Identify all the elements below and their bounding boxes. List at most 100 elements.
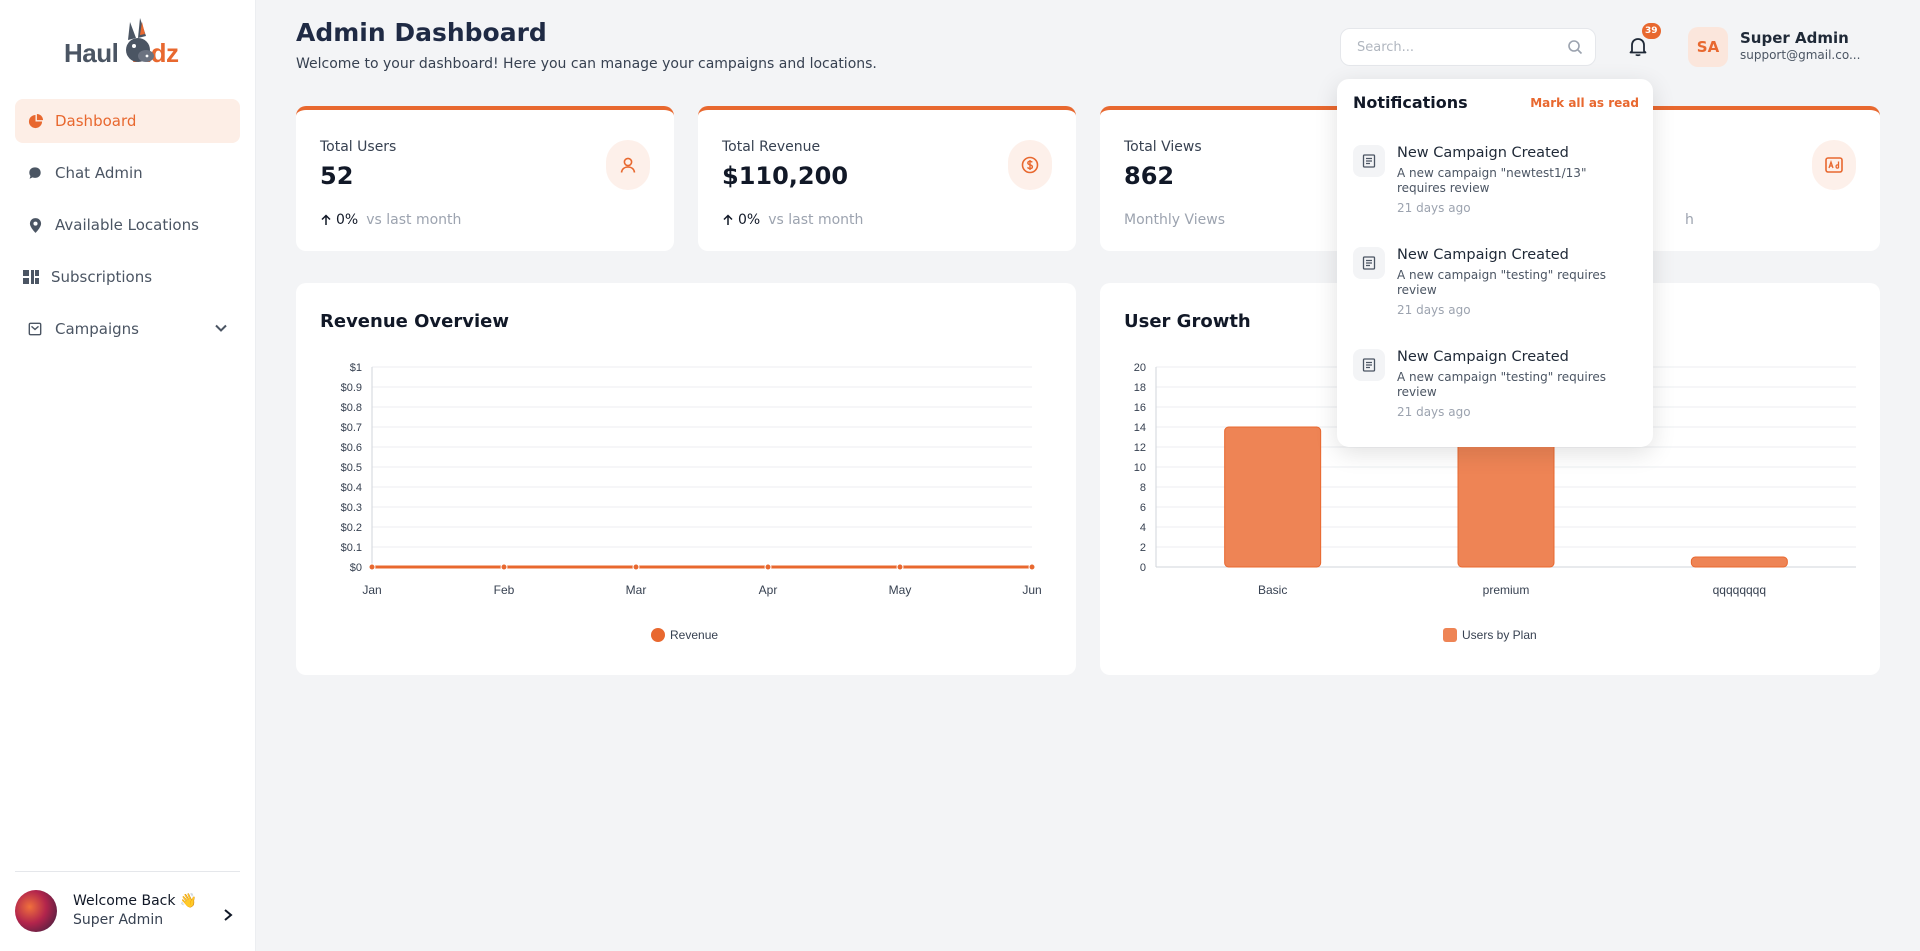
x-tick-label: Apr	[759, 583, 778, 597]
data-point	[500, 563, 508, 571]
stat-card-total-revenue: Total Revenue $110,200 0% vs last month	[698, 106, 1076, 251]
notification-item[interactable]: New Campaign Created A new campaign "tes…	[1353, 349, 1643, 445]
user-email: support@gmail.co...	[1740, 48, 1860, 62]
y-tick-label: 20	[1134, 362, 1146, 374]
data-point	[368, 563, 376, 571]
document-icon	[1353, 247, 1385, 279]
sidebar-item-campaigns[interactable]: Campaigns	[15, 307, 240, 351]
x-tick-label: Feb	[494, 583, 515, 597]
user-name: Super Admin	[1740, 29, 1849, 47]
notification-time: 21 days ago	[1397, 405, 1471, 419]
sidebar-user-footer[interactable]: Welcome Back 👋 Super Admin	[15, 871, 240, 932]
data-point	[1028, 563, 1036, 571]
user-growth-bar-chart: 0 2 4 6 8 10 12 14 16 18 20 Basic premium qqqqqqqq Use…	[1134, 362, 1856, 642]
notification-time: 21 days ago	[1397, 303, 1471, 317]
logo-text-haul: Haul	[64, 38, 119, 68]
page-title: Admin Dashboard	[296, 18, 547, 47]
y-tick-label: 18	[1134, 382, 1146, 394]
page-subtitle: Welcome to your dashboard! Here you can …	[296, 56, 877, 72]
revenue-line-chart: $0 $0.1 $0.2 $0.3 $0.4 $0.5 $0.6 $0.7 $0.8 $0.9 $1…	[341, 362, 1042, 642]
y-tick-label: $0	[350, 562, 362, 574]
y-tick-label: $0.4	[341, 482, 362, 494]
search-icon[interactable]	[1567, 39, 1583, 55]
x-tick-label: Mar	[626, 583, 647, 597]
notification-desc: A new campaign "newtest1/13" requires re…	[1397, 166, 1587, 195]
x-tick-label: Basic	[1258, 583, 1287, 597]
y-tick-label: 10	[1134, 462, 1146, 474]
data-point	[632, 563, 640, 571]
logo[interactable]: Haul Adz	[64, 16, 194, 72]
legend-swatch	[651, 628, 665, 642]
y-tick-label: $0.5	[341, 462, 362, 474]
stat-trend-note: vs last month	[768, 212, 864, 228]
legend-label: Revenue	[670, 628, 718, 642]
sidebar-item-subscriptions[interactable]: Subscriptions	[15, 255, 240, 299]
stat-trend: 0% vs last month	[320, 212, 461, 228]
data-point	[896, 563, 904, 571]
grid-icon	[23, 269, 39, 285]
map-pin-icon	[27, 217, 43, 233]
legend-swatch	[1443, 628, 1457, 642]
chevron-right-icon[interactable]	[222, 908, 234, 922]
y-tick-label: 8	[1140, 482, 1146, 494]
y-tick-label: $0.9	[341, 382, 362, 394]
y-tick-label: 12	[1134, 442, 1146, 454]
stat-value: 862	[1124, 162, 1175, 190]
y-tick-label: $0.8	[341, 402, 362, 414]
bell-icon[interactable]	[1626, 34, 1650, 58]
dollar-icon	[1021, 156, 1039, 174]
chevron-down-icon[interactable]	[214, 321, 228, 335]
notification-item[interactable]: New Campaign Created A new campaign "tes…	[1353, 247, 1643, 343]
notifications-dropdown: Notifications Mark all as read New Campa…	[1337, 79, 1653, 447]
notification-item[interactable]: New Campaign Created A new campaign "new…	[1353, 145, 1643, 241]
chat-icon	[27, 165, 43, 181]
mark-all-read-link[interactable]: Mark all as read	[1530, 95, 1639, 110]
stat-label: Total Views	[1124, 139, 1202, 155]
notifications-title: Notifications	[1353, 93, 1468, 112]
document-icon	[1353, 145, 1385, 177]
y-tick-label: 14	[1134, 422, 1146, 434]
user-avatar[interactable]: SA	[1688, 27, 1728, 67]
stat-trend: 0% vs last month	[722, 212, 863, 228]
sidebar-item-dashboard[interactable]: Dashboard	[15, 99, 240, 143]
welcome-block: Welcome Back 👋 Super Admin	[73, 892, 197, 930]
stat-icon-wrap	[1812, 140, 1856, 190]
y-tick-label: $0.1	[341, 542, 362, 554]
stat-icon-wrap	[606, 140, 650, 190]
chart-title: Revenue Overview	[320, 311, 509, 332]
stat-card-total-users: Total Users 52 0% vs last month	[296, 106, 674, 251]
y-tick-label: 6	[1140, 502, 1146, 514]
search-input[interactable]	[1341, 29, 1551, 65]
x-tick-label: qqqqqqqq	[1713, 583, 1766, 597]
notification-title: New Campaign Created	[1397, 247, 1569, 263]
sidebar-nav: Dashboard Chat Admin Available Locations…	[15, 99, 240, 359]
y-tick-label: 16	[1134, 402, 1146, 414]
sidebar-item-label: Dashboard	[55, 112, 137, 130]
y-tick-label: 0	[1140, 562, 1146, 574]
stat-icon-wrap	[1008, 140, 1052, 190]
x-tick-label: Jun	[1022, 583, 1041, 597]
welcome-greeting: Welcome Back 👋	[73, 893, 198, 909]
notification-time: 21 days ago	[1397, 201, 1471, 215]
document-icon	[1353, 349, 1385, 381]
sidebar-item-available-locations[interactable]: Available Locations	[15, 203, 240, 247]
notification-title: New Campaign Created	[1397, 349, 1569, 365]
notification-desc: A new campaign "testing" requires review	[1397, 370, 1606, 399]
sidebar-item-chat-admin[interactable]: Chat Admin	[15, 151, 240, 195]
stat-note: h	[1685, 212, 1694, 228]
y-tick-label: 4	[1140, 522, 1146, 534]
stat-note: Monthly Views	[1124, 212, 1226, 228]
search-box	[1340, 28, 1596, 66]
welcome-name: Super Admin	[73, 912, 164, 928]
sidebar-item-label: Chat Admin	[55, 164, 143, 182]
avatar	[15, 890, 57, 932]
y-tick-label: 2	[1140, 542, 1146, 554]
notifications-header: Notifications Mark all as read	[1353, 93, 1639, 112]
stat-label: Total Users	[320, 139, 397, 155]
bar	[1690, 556, 1788, 568]
revenue-overview-card: Revenue Overview $0 $0.1 $0.2 $0.3 $0.4 $0.5 $…	[296, 283, 1076, 675]
data-point	[764, 563, 772, 571]
y-tick-label: $1	[350, 362, 362, 374]
stat-label: Total Revenue	[722, 139, 821, 155]
ad-icon	[1825, 157, 1843, 173]
